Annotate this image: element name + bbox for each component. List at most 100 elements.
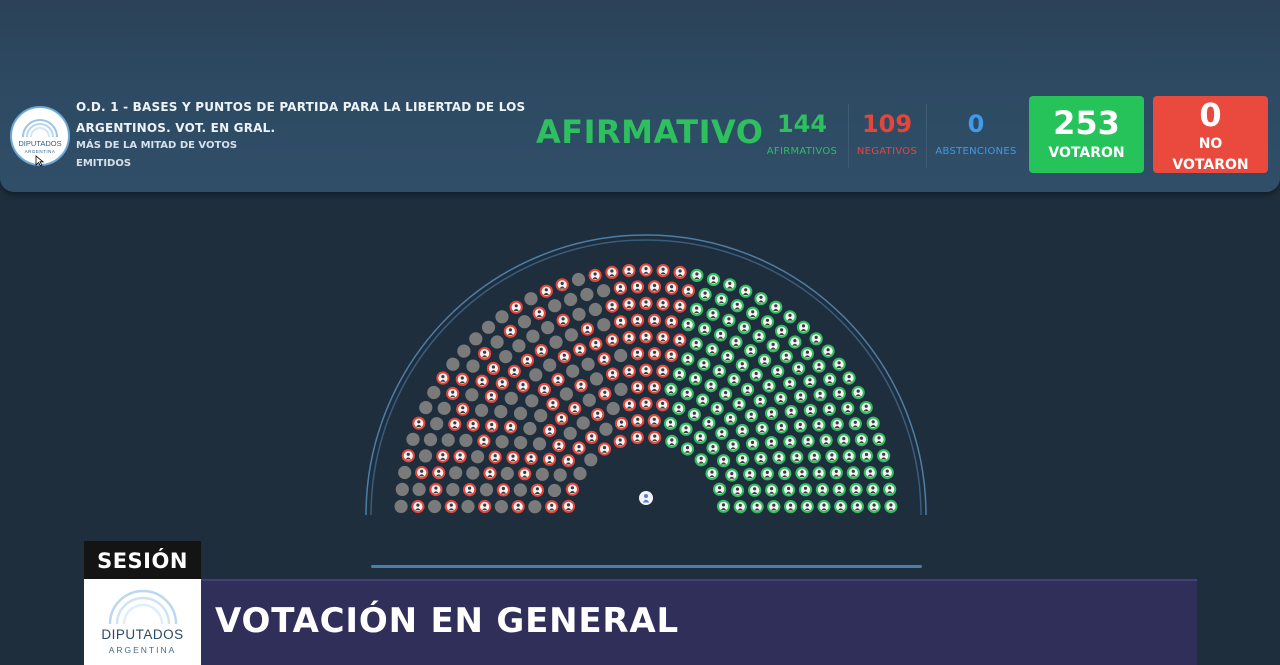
seat-afirmativo (698, 287, 712, 302)
seat-ausente (532, 437, 547, 451)
seat-negativo (647, 313, 662, 327)
seat-ausente (398, 465, 412, 480)
seat-negativo (591, 408, 605, 422)
seat-ausente (528, 500, 542, 514)
seat-afirmativo (693, 430, 707, 444)
seat-negativo (580, 322, 594, 336)
seat-afirmativo (741, 382, 755, 397)
seat-afirmativo (883, 482, 897, 496)
seat-afirmativo (850, 499, 864, 514)
seat-ausente (614, 382, 628, 396)
seat-ausente (563, 426, 577, 440)
seat-negativo (516, 379, 530, 393)
seat-afirmativo (744, 344, 758, 358)
seat-negativo (524, 451, 538, 465)
seat-afirmativo (766, 339, 780, 353)
seat-negativo (475, 374, 489, 388)
seat-negativo (673, 265, 687, 279)
stat-divider (926, 104, 927, 168)
seat-negativo (412, 416, 426, 430)
seat-negativo (656, 297, 670, 311)
seat-ausente (535, 467, 549, 481)
seat-negativo (485, 419, 499, 433)
logo-text-argentina: ARGENTINA (24, 149, 56, 154)
seat-afirmativo (823, 372, 837, 386)
seat-afirmativo (704, 379, 718, 393)
seat-ausente (504, 391, 518, 405)
seat-negativo (639, 296, 653, 310)
seat-afirmativo (722, 313, 736, 327)
seat-negativo (495, 376, 509, 390)
seat-afirmativo (837, 433, 851, 447)
seat-afirmativo (765, 483, 779, 497)
seat-afirmativo (760, 467, 774, 481)
seat-afirmativo (680, 442, 695, 456)
seat-afirmativo (794, 389, 808, 403)
seat-afirmativo (721, 350, 735, 364)
seat-negativo (444, 499, 458, 514)
no-votaron-box: 0 NO VOTARON (1153, 96, 1268, 173)
seat-afirmativo (821, 344, 835, 358)
seat-afirmativo (714, 292, 728, 307)
seat-afirmativo (866, 482, 880, 496)
seat-afirmativo (764, 406, 779, 420)
seat-negativo (557, 350, 571, 364)
seat-afirmativo (783, 376, 797, 390)
seat-afirmativo (884, 499, 898, 513)
stat-divider (848, 104, 849, 168)
seat-ausente (514, 436, 528, 450)
seat-afirmativo (743, 467, 757, 481)
seat-ausente (490, 335, 504, 349)
seat-negativo (605, 265, 619, 279)
seat-afirmativo (672, 367, 686, 381)
seat-afirmativo (729, 335, 743, 349)
seat-ausente (406, 432, 420, 446)
seat-ausente (543, 358, 557, 372)
banner-logo-argentina: ARGENTINA (108, 645, 177, 655)
seat-afirmativo (712, 364, 726, 378)
seat-afirmativo (832, 483, 846, 497)
seat-negativo (456, 402, 470, 416)
seat-afirmativo (848, 417, 862, 431)
seat-ausente (465, 388, 479, 402)
seat-negativo (647, 280, 662, 294)
seat-negativo (483, 466, 497, 480)
stat-afirmativos: 144 AFIRMATIVOS (762, 108, 842, 160)
seat-afirmativo (665, 434, 679, 448)
seat-ausente (427, 385, 441, 400)
seat-afirmativo (726, 438, 740, 453)
seat-ausente (572, 307, 586, 321)
seat-afirmativo (689, 337, 703, 351)
seat-negativo (545, 500, 559, 514)
votaron-box: 253 VOTARON (1029, 96, 1144, 173)
seat-afirmativo (706, 272, 721, 287)
afirmativos-count: 144 (776, 110, 828, 138)
seat-afirmativo (681, 352, 695, 366)
seat-ausente (566, 364, 580, 378)
seat-afirmativo (812, 418, 826, 432)
seat-afirmativo (813, 388, 827, 402)
seat-afirmativo (733, 500, 747, 514)
seat-ausente (580, 287, 594, 302)
seat-ausente (423, 433, 438, 447)
seat-negativo (614, 416, 629, 431)
seat-afirmativo (798, 483, 813, 497)
seat-afirmativo (735, 358, 749, 372)
no-votaron-count: 0 (1199, 96, 1222, 134)
seat-ausente (534, 409, 548, 423)
seat-ausente (524, 292, 538, 306)
seat-negativo (448, 417, 462, 431)
seat-ausente (529, 368, 543, 382)
seat-afirmativo (687, 408, 701, 422)
seat-negativo (597, 442, 612, 456)
seat-afirmativo (880, 465, 894, 480)
seat-negativo (647, 414, 661, 428)
seat-ausente (395, 482, 409, 496)
banner-title: VOTACIÓN EN GENERAL (215, 601, 679, 641)
seat-ausente (394, 499, 408, 513)
seat-afirmativo (705, 343, 719, 357)
seat-negativo (552, 438, 566, 453)
congress-dome-icon (22, 119, 58, 138)
seat-afirmativo (749, 368, 763, 382)
seat-negativo (631, 414, 645, 428)
